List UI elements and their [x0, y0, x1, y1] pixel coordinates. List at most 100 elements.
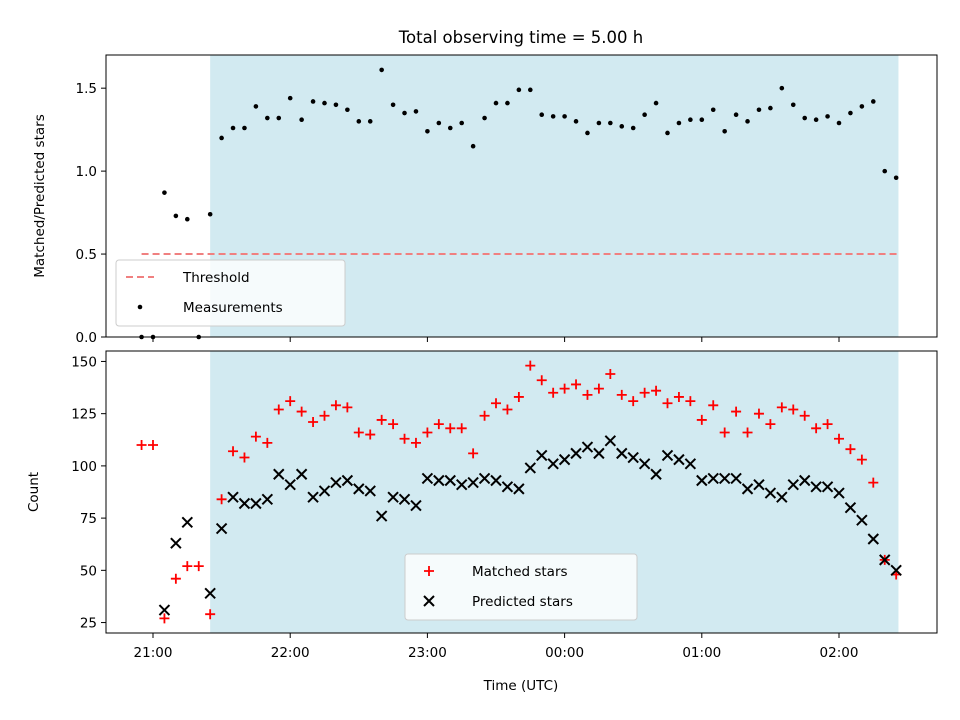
data-point — [262, 437, 273, 448]
data-point — [779, 85, 785, 91]
data-point — [345, 107, 350, 113]
data-point — [890, 564, 902, 577]
data-point — [459, 120, 465, 126]
data-point — [699, 117, 705, 122]
data-point — [470, 143, 476, 149]
data-point — [276, 115, 282, 121]
data-point — [733, 112, 739, 118]
data-point — [833, 487, 845, 499]
data-point — [813, 117, 819, 122]
data-point — [710, 107, 716, 113]
data-point — [676, 120, 682, 126]
data-point — [585, 130, 590, 136]
data-point — [768, 105, 773, 111]
data-point — [893, 175, 899, 181]
data-point — [356, 119, 362, 124]
y-tick-label: 0.5 — [76, 247, 97, 263]
data-point — [799, 410, 810, 421]
legend: Threshold Measurements — [115, 259, 346, 327]
data-point — [322, 100, 327, 106]
data-point — [684, 458, 697, 470]
data-point — [788, 404, 799, 415]
x-tick-label: 00:00 — [545, 645, 584, 661]
y-tick-label: 100 — [71, 459, 97, 475]
data-point — [353, 483, 365, 495]
data-point — [250, 431, 261, 442]
data-point — [765, 419, 776, 430]
data-point — [619, 124, 625, 129]
legend: Matched stars Predicted stars — [404, 553, 638, 621]
data-point — [230, 125, 236, 131]
data-point — [856, 454, 867, 465]
data-point — [571, 379, 582, 390]
data-point — [273, 468, 285, 480]
data-point — [550, 114, 556, 119]
x-tick-label: 01:00 — [682, 645, 721, 661]
data-point — [741, 483, 754, 495]
data-point — [516, 87, 522, 93]
axes-frame — [105, 54, 938, 338]
data-point — [162, 190, 167, 195]
data-point — [776, 491, 788, 503]
data-point — [216, 494, 227, 505]
data-point — [696, 414, 707, 425]
data-point — [341, 474, 354, 487]
y-axis-label: Matched/Predicted stars — [32, 114, 48, 277]
data-point — [422, 427, 433, 438]
data-point — [215, 522, 228, 535]
data-point — [207, 211, 213, 217]
data-point — [810, 481, 822, 493]
data-point — [299, 117, 304, 122]
data-point — [365, 429, 376, 440]
data-point — [158, 604, 171, 616]
data-point — [593, 447, 605, 460]
axes-frame — [105, 350, 938, 634]
data-point — [661, 449, 674, 462]
x-tick-label: 22:00 — [271, 645, 310, 661]
chart-title: Total observing time = 5.00 h — [398, 28, 643, 47]
data-point — [330, 476, 342, 489]
data-point — [536, 375, 547, 386]
data-point — [455, 478, 468, 491]
data-point — [227, 491, 239, 503]
data-point — [204, 587, 216, 600]
data-point — [182, 561, 193, 572]
data-point — [845, 444, 856, 455]
data-point — [742, 427, 753, 438]
data-point — [639, 387, 650, 398]
x-axis-label: Time (UTC) — [483, 678, 559, 694]
legend-label: Threshold — [182, 270, 250, 286]
data-point — [490, 474, 502, 487]
data-point — [353, 427, 364, 438]
data-point — [513, 483, 525, 495]
data-point — [642, 112, 647, 118]
data-point — [456, 423, 467, 434]
data-point — [688, 117, 693, 122]
legend-label: Measurements — [183, 300, 283, 316]
data-point — [559, 383, 570, 394]
data-point — [319, 410, 330, 421]
series-matched-stars — [136, 360, 902, 624]
data-point — [379, 67, 384, 73]
data-point — [616, 447, 628, 460]
data-point — [205, 609, 216, 620]
data-point — [616, 389, 627, 400]
data-point — [673, 453, 685, 466]
data-point — [662, 398, 673, 409]
y-tick-label: 1.0 — [76, 164, 97, 180]
data-point — [388, 419, 399, 430]
data-point — [879, 554, 891, 566]
legend-swatch — [424, 566, 434, 576]
data-point — [250, 497, 262, 510]
data-point — [253, 104, 259, 109]
data-point — [376, 414, 387, 425]
data-point — [185, 216, 190, 222]
data-point — [651, 385, 662, 396]
data-point — [330, 400, 341, 411]
data-point — [604, 435, 617, 447]
data-point — [444, 474, 456, 487]
data-point — [307, 491, 319, 503]
data-point — [707, 472, 719, 485]
data-point — [593, 383, 604, 394]
